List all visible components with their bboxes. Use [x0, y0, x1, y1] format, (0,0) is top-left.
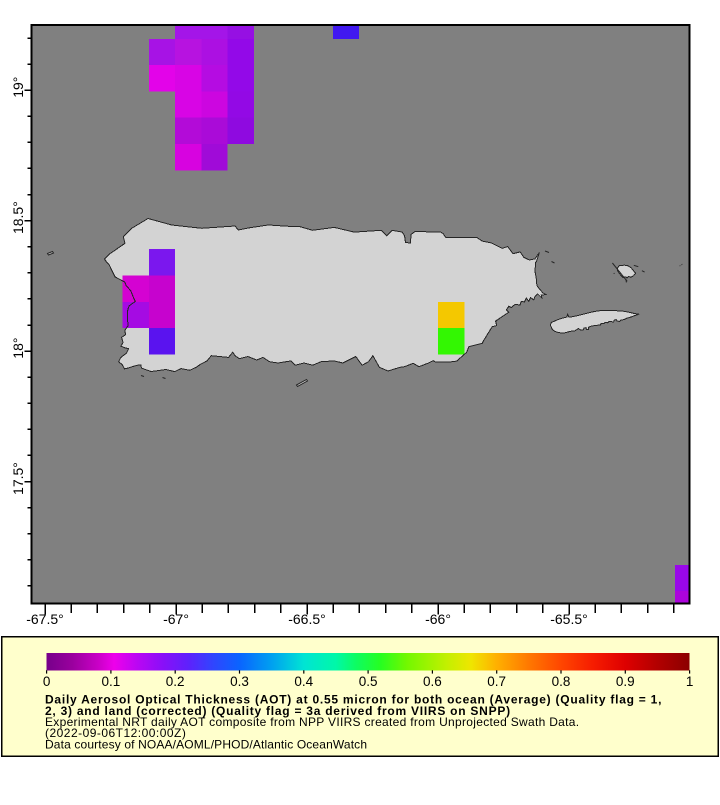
svg-text:18.5°: 18.5°	[10, 201, 26, 234]
svg-text:0.5: 0.5	[359, 674, 378, 689]
svg-text:0.3: 0.3	[230, 674, 249, 689]
svg-text:Daily Aerosol Optical Thicknes: Daily Aerosol Optical Thickness (AOT) at…	[45, 693, 662, 707]
svg-text:0.6: 0.6	[423, 674, 442, 689]
svg-text:-65.5°: -65.5°	[550, 611, 588, 627]
svg-text:0.7: 0.7	[487, 674, 506, 689]
svg-text:0.2: 0.2	[166, 674, 185, 689]
svg-text:19°: 19°	[10, 77, 26, 98]
svg-text:-66.5°: -66.5°	[288, 611, 326, 627]
svg-text:(2022-09-06T12:00:00Z): (2022-09-06T12:00:00Z)	[45, 726, 186, 740]
svg-text:0.9: 0.9	[616, 674, 635, 689]
svg-text:Experimental NRT daily AOT com: Experimental NRT daily AOT composite fro…	[45, 715, 579, 729]
svg-text:0: 0	[43, 674, 51, 689]
svg-text:17.5°: 17.5°	[10, 462, 26, 495]
svg-text:Data courtesy of NOAA/AOML/PHO: Data courtesy of NOAA/AOML/PHOD/Atlantic…	[45, 737, 367, 751]
svg-text:0.4: 0.4	[294, 674, 313, 689]
svg-text:-66°: -66°	[425, 611, 451, 627]
svg-text:-67.5°: -67.5°	[26, 611, 64, 627]
svg-text:0.8: 0.8	[552, 674, 571, 689]
svg-text:-67°: -67°	[163, 611, 189, 627]
svg-text:2, 3) and land (corrected) (Qu: 2, 3) and land (corrected) (Quality flag…	[45, 704, 511, 718]
svg-text:18°: 18°	[10, 338, 26, 359]
svg-text:0.1: 0.1	[102, 674, 121, 689]
svg-text:1: 1	[686, 674, 694, 689]
